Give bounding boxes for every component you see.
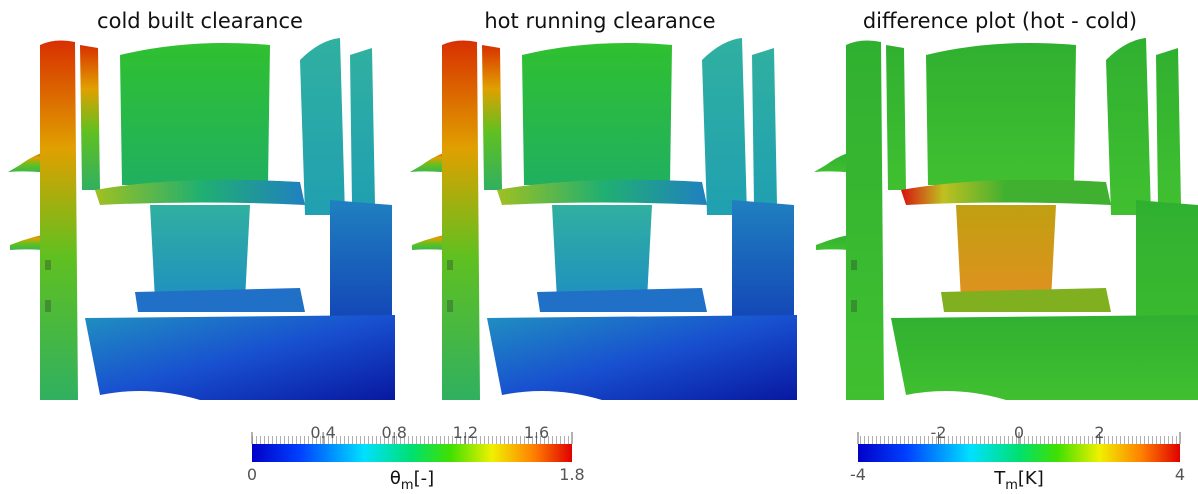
colorbar-tick-label: 0.8 [381, 423, 406, 442]
colorbar-label: θm[-] [390, 468, 434, 493]
colorbar-label: Tm[K] [993, 468, 1044, 493]
colorbar-tick-label: 0 [247, 465, 257, 484]
label-unit: [-] [414, 468, 435, 489]
label-subscript: m [1005, 478, 1018, 493]
render-diff [814, 38, 1198, 400]
colorbar-tick-label: 1.2 [453, 423, 478, 442]
panel-title: cold built clearance [97, 9, 303, 33]
label-subscript: m [401, 478, 414, 493]
colorbar: 0 0.4 0.8 1.2 1.6 1.8 θm[-] [247, 423, 585, 493]
panel-title: difference plot (hot - cold) [863, 9, 1137, 33]
colorbar-tick-label: 2 [1094, 423, 1104, 442]
colorbar-tick-label: 0 [1014, 423, 1024, 442]
figure: cold built clearance hot running clearan… [0, 0, 1198, 494]
colorbar-tick-label: -4 [850, 465, 866, 484]
colorbar-tick-label: -2 [931, 423, 947, 442]
panel-title: hot running clearance [484, 9, 715, 33]
colorbar-tick-label: 0.4 [310, 423, 335, 442]
label-unit: [K] [1018, 468, 1044, 489]
colorbar-tick-label: 1.8 [559, 465, 584, 484]
label-symbol: θ [390, 468, 401, 489]
colorbar-gradient [858, 444, 1180, 462]
colorbar-gradient [252, 444, 572, 462]
colorbar: -4 -2 0 2 4 Tm[K] [850, 423, 1185, 493]
colorbar-tick-label: 4 [1175, 465, 1185, 484]
render-cold [8, 38, 395, 400]
colorbar-tick-label: 1.6 [524, 423, 549, 442]
render-hot [410, 38, 797, 400]
